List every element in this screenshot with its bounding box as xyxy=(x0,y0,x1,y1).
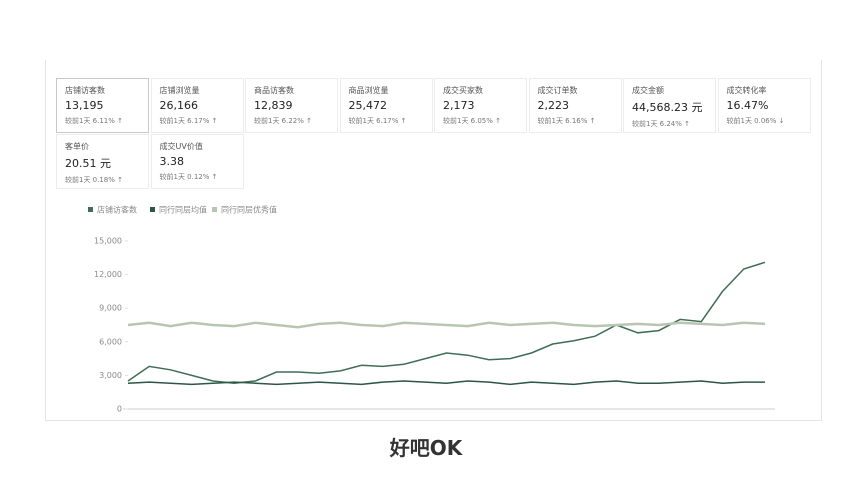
metric-label: 店铺访客数 xyxy=(65,86,105,95)
metric-compare: 较前1天 6.05% ↑ xyxy=(443,117,502,125)
metric-compare: 较前1天 6.16% ↑ xyxy=(537,117,596,125)
metric-value: 13,195 xyxy=(65,99,104,112)
metric-compare: 较前1天 6.24% ↑ xyxy=(632,120,691,128)
metric-value: 26,166 xyxy=(159,99,199,112)
metric-label: 客单价 xyxy=(65,142,89,151)
y-tick-label: 3,000 xyxy=(99,371,122,380)
metric-card[interactable]: 成交买家数 2,173 较前1天 6.05% ↑ xyxy=(434,78,527,133)
metric-card[interactable]: 成交金额 44,568.23 元较前1天 6.24% ↑ xyxy=(623,78,716,133)
metric-card[interactable]: 成交订单数 2,223 较前1天 6.16% ↑ xyxy=(528,78,622,133)
y-tick-label: 0 xyxy=(117,405,122,414)
y-tick-label: 6,000 xyxy=(99,337,122,346)
metric-label: 商品浏览量 xyxy=(348,86,389,95)
metric-compare: 较前1天 0.06% ↓ xyxy=(726,117,785,125)
series-line xyxy=(127,321,766,329)
metric-card[interactable]: 成交UV价值 3.38 较前1天 0.12% ↑ xyxy=(150,134,244,189)
y-tick-label: 12,000 xyxy=(94,270,122,279)
metric-card[interactable]: 客单价 20.51 元较前1天 0.18% ↑ xyxy=(56,134,149,189)
legend-label: 同行同层均值 xyxy=(159,205,207,215)
metric-label: 店铺浏览量 xyxy=(159,86,200,95)
metric-card[interactable]: 成交转化率 16.47% 较前1天 0.06% ↓ xyxy=(717,78,811,133)
metric-label: 商品访客数 xyxy=(254,86,294,95)
metric-compare: 较前1天 6.17% ↑ xyxy=(159,117,218,125)
metric-value: 3.38 xyxy=(159,155,185,168)
legend-label: 店铺访客数 xyxy=(97,205,137,215)
metric-card[interactable]: 商品浏览量 25,472 较前1天 6.17% ↑ xyxy=(339,78,433,133)
metric-value: 12,839 xyxy=(254,99,293,112)
metric-card[interactable]: 店铺访客数 13,195 较前1天 6.11% ↑ xyxy=(56,78,149,133)
metric-label: 成交转化率 xyxy=(726,86,767,95)
y-tick-label: 9,000 xyxy=(99,304,122,313)
metric-compare: 较前1天 0.12% ↑ xyxy=(159,173,218,181)
metric-label: 成交UV价值 xyxy=(159,142,203,151)
metric-card[interactable]: 店铺浏览量 26,166 较前1天 6.17% ↑ xyxy=(150,78,244,133)
metric-compare: 较前1天 6.17% ↑ xyxy=(348,117,407,125)
metric-value: 16.47% xyxy=(726,99,769,112)
metric-value: 25,472 xyxy=(348,99,388,112)
metric-value: 20.51 元 xyxy=(65,157,111,170)
legend-marker xyxy=(150,207,155,212)
metric-value: 2,223 xyxy=(537,99,570,112)
legend-marker xyxy=(88,207,93,212)
legend-marker xyxy=(212,207,217,212)
metric-card[interactable]: 商品访客数 12,839 较前1天 6.22% ↑ xyxy=(245,78,338,133)
metric-compare: 较前1天 6.22% ↑ xyxy=(254,117,313,125)
dashboard-panel: 店铺访客数 13,195 较前1天 6.11% ↑ 店铺浏览量 26,166 较前1天 6… xyxy=(45,60,822,421)
series-line xyxy=(127,380,765,386)
metric-value: 44,568.23 元 xyxy=(632,101,703,114)
legend-label: 同行同层优秀值 xyxy=(221,205,277,215)
y-tick-label: 15,000 xyxy=(94,237,122,246)
metric-label: 成交金额 xyxy=(632,86,664,95)
caption: 好吧OK xyxy=(389,436,463,460)
metric-compare: 较前1天 6.11% ↑ xyxy=(65,117,124,125)
metric-compare: 较前1天 0.18% ↑ xyxy=(65,176,124,184)
metric-value: 2,173 xyxy=(443,99,475,112)
metric-label: 成交订单数 xyxy=(537,86,578,95)
metric-label: 成交买家数 xyxy=(443,86,483,95)
series-line xyxy=(127,261,766,384)
